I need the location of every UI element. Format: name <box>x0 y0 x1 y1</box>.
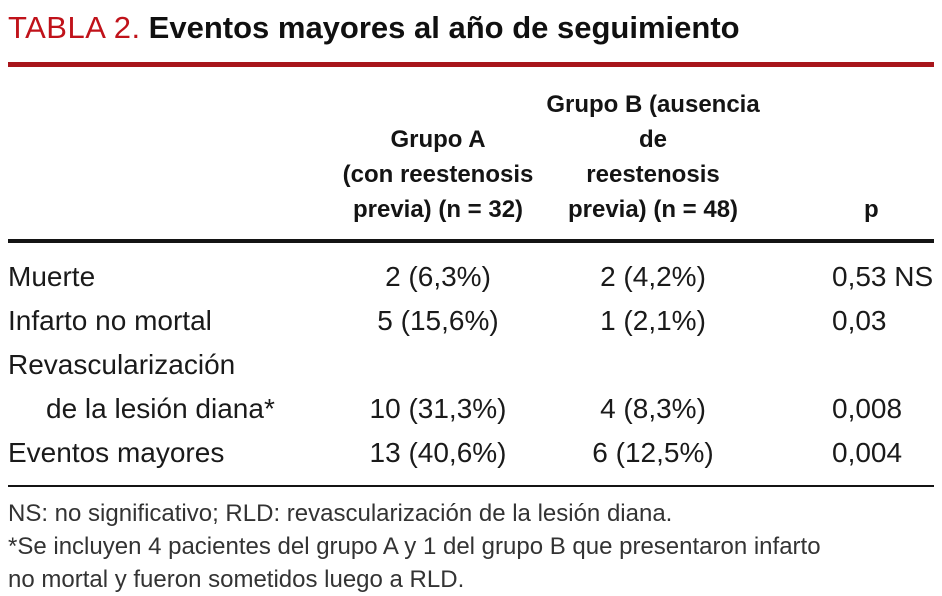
footnote-asterisk: *Se incluyen 4 pacientes del grupo A y 1… <box>8 533 821 593</box>
cell-group-a: 2 (6,3%) <box>385 261 491 292</box>
row-label: Revascularización de la lesión diana* <box>8 343 338 431</box>
cell-p-value: 0,53 NS <box>832 261 934 292</box>
table-number: TABLA 2. <box>8 10 141 45</box>
cell-p-value: 0,03 <box>832 305 887 336</box>
title-rule <box>8 62 934 67</box>
table-caption: Eventos mayores al año de seguimiento <box>148 10 740 45</box>
header-rule <box>8 239 934 243</box>
table-row-eventos-mayores: Eventos mayores 13 (40,6%) 6 (12,5%) 0,0… <box>8 431 934 475</box>
footnotes: NS: no significativo; RLD: revasculariza… <box>8 487 934 596</box>
table-body: Muerte 2 (6,3%) 2 (4,2%) 0,53 NS Infarto… <box>8 243 934 485</box>
table-row-infarto: Infarto no mortal 5 (15,6%) 1 (2,1%) 0,0… <box>8 299 934 343</box>
cell-group-b: 6 (12,5%) <box>592 437 714 468</box>
cell-group-b: 4 (8,3%) <box>600 393 706 424</box>
header-group-b: Grupo B (ausencia de reestenosis previa)… <box>546 91 760 223</box>
cell-group-b: 1 (2,1%) <box>600 305 706 336</box>
table-header-row: Grupo A (con reestenosis previa) (n = 32… <box>8 67 934 239</box>
table-row-revascularizacion: Revascularización de la lesión diana* 10… <box>8 343 934 431</box>
cell-group-a: 10 (31,3%) <box>369 393 507 424</box>
cell-group-a: 13 (40,6%) <box>369 437 507 468</box>
cell-p-value: 0,008 <box>832 393 903 424</box>
table-row-muerte: Muerte 2 (6,3%) 2 (4,2%) 0,53 NS <box>8 255 934 299</box>
cell-group-b: 2 (4,2%) <box>600 261 706 292</box>
row-label: Muerte <box>8 261 96 292</box>
header-group-a: Grupo A (con reestenosis previa) (n = 32… <box>342 126 534 223</box>
footnote-rule <box>8 485 934 487</box>
table-title: TABLA 2. Eventos mayores al año de seguim… <box>8 8 934 48</box>
row-label: Eventos mayores <box>8 437 225 468</box>
row-label: Infarto no mortal <box>8 305 212 336</box>
row-label-line1: Revascularización <box>8 349 236 380</box>
cell-p-value: 0,004 <box>832 437 903 468</box>
footnote-abbreviations: NS: no significativo; RLD: revasculariza… <box>8 500 673 527</box>
cell-group-a: 5 (15,6%) <box>377 305 499 336</box>
table-figure: TABLA 2. Eventos mayores al año de seguim… <box>8 8 934 593</box>
header-p-value: p <box>864 196 879 223</box>
row-label-line2: de la lesión diana* <box>46 393 275 424</box>
